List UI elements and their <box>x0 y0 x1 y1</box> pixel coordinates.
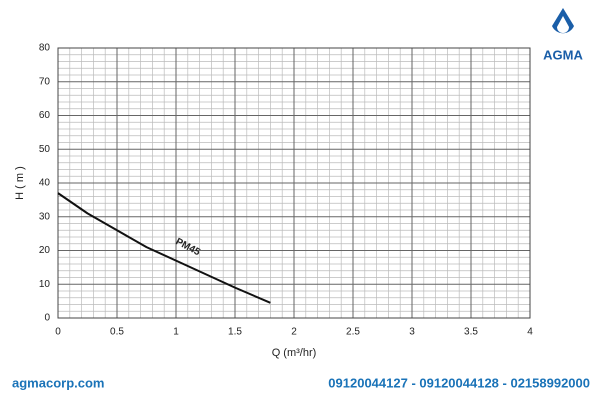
x-tick-label: 0 <box>55 327 61 338</box>
y-tick-label: 0 <box>44 313 50 324</box>
y-tick-label: 20 <box>39 245 51 256</box>
phones: 09120044127 - 09120044128 - 02158992000 <box>328 375 590 390</box>
y-axis-label: H ( m ) <box>14 166 26 200</box>
y-tick-label: 10 <box>39 279 51 290</box>
y-tick-label: 30 <box>39 211 51 222</box>
x-tick-label: 0.5 <box>110 327 124 338</box>
x-tick-label: 3 <box>409 327 415 338</box>
x-tick-label: 2.5 <box>346 327 360 338</box>
x-tick-label: 1 <box>173 327 179 338</box>
x-tick-label: 2 <box>291 327 297 338</box>
x-tick-label: 4 <box>527 327 533 338</box>
website: agmacorp.com <box>12 375 104 390</box>
y-tick-label: 40 <box>39 178 51 189</box>
plot-border <box>57 47 531 319</box>
y-tick-label: 50 <box>39 144 51 155</box>
y-tick-label: 80 <box>39 43 51 54</box>
x-tick-label: 1.5 <box>228 327 242 338</box>
brand: AGMA <box>543 47 583 62</box>
curve <box>57 192 271 304</box>
y-tick-label: 70 <box>39 76 51 87</box>
logo-drop-inner <box>557 16 569 33</box>
logo <box>552 8 574 34</box>
y-tick-label: 60 <box>39 110 51 121</box>
x-tick-label: 3.5 <box>464 327 478 338</box>
x-axis-label: Q (m³/hr) <box>272 347 317 359</box>
